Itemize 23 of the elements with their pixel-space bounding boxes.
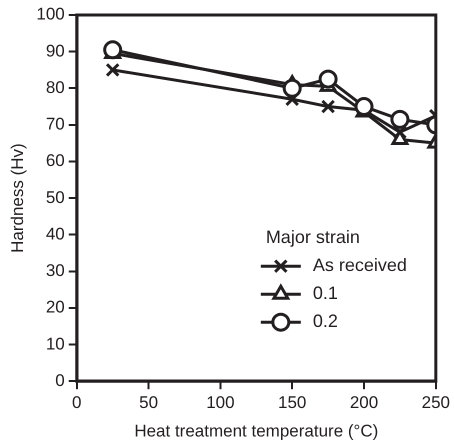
y-tick-label: 100 [36, 4, 65, 24]
x-tick-label: 0 [72, 393, 82, 412]
x-tick-label: 50 [139, 393, 158, 412]
x-axis-title: Heat treatment temperature (°C) [134, 421, 378, 440]
legend-label: 0.1 [312, 283, 338, 304]
y-tick-label: 90 [46, 41, 65, 60]
y-tick-label: 50 [46, 188, 65, 207]
y-tick-label: 20 [46, 298, 65, 317]
x-tick-label: 150 [278, 393, 306, 412]
y-tick-label: 10 [46, 334, 65, 354]
y-tick-label: 0 [55, 370, 65, 390]
legend-title: Major strain [266, 227, 360, 248]
x-tick-label: 100 [206, 393, 235, 412]
y-axis-title: Hardness (Hv) [8, 143, 27, 253]
legend-label: As received [312, 255, 407, 276]
y-tick-label: 30 [46, 261, 65, 280]
y-tick-label: 80 [46, 78, 65, 97]
x-tick-label: 250 [422, 393, 450, 412]
y-tick-label: 40 [46, 224, 65, 244]
x-tick-label: 200 [350, 393, 378, 412]
y-tick-label: 70 [46, 114, 65, 134]
y-tick-label: 60 [46, 151, 65, 170]
legend-label: 0.2 [312, 311, 338, 332]
